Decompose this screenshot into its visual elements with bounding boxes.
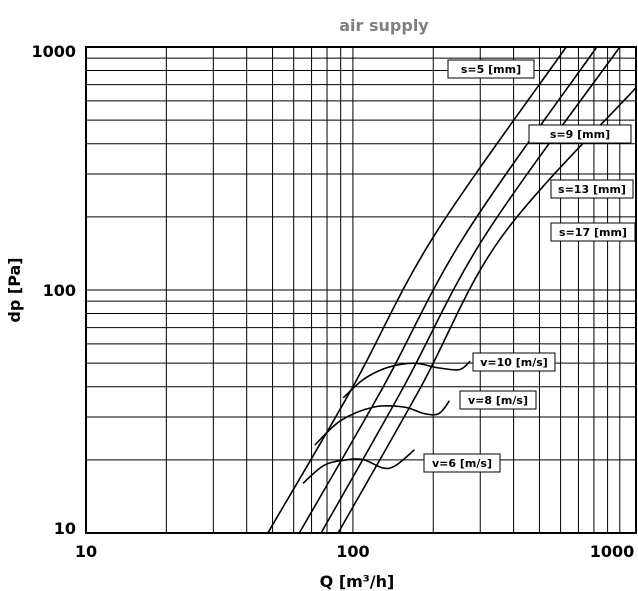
grid <box>85 46 637 534</box>
series-line <box>302 449 415 485</box>
y-tick-label: 1000 <box>31 42 76 61</box>
series-label-box <box>459 390 537 410</box>
series-label-text: s=17 [mm] <box>559 226 627 239</box>
x-axis-label-text: Q [m³/h] <box>320 572 395 591</box>
series-line <box>320 46 621 534</box>
series-label: s=5 [mm] <box>447 59 535 79</box>
x-axis-label: Q [m³/h] <box>320 572 395 591</box>
x-tick-label: 1000 <box>590 542 635 561</box>
series-label: s=9 [mm] <box>528 124 632 144</box>
series-label-text: v=10 [m/s] <box>480 356 548 369</box>
chart-title: air supply <box>339 16 429 35</box>
tick-labels: 10 100 1000 10 100 1000 <box>31 42 634 561</box>
series-label: v=10 [m/s] <box>472 352 556 372</box>
y-tick-label: 10 <box>54 519 76 538</box>
series-label-box <box>528 124 632 144</box>
series-labels: s=5 [mm] s=9 [mm] s=13 [mm] s=17 [mm] v=10 [… <box>423 59 636 473</box>
series-label-box <box>447 59 535 79</box>
series-label-box <box>550 179 634 199</box>
series-label: v=8 [m/s] <box>459 390 537 410</box>
plot-frame <box>85 46 637 534</box>
series-label: v=6 [m/s] <box>423 453 501 473</box>
series-label-text: s=13 [mm] <box>558 183 626 196</box>
series-label-text: s=9 [mm] <box>550 128 610 141</box>
x-tick-label: 100 <box>336 542 369 561</box>
x-tick-label: 10 <box>75 542 97 561</box>
y-axis-label: dp [Pa] <box>5 257 24 322</box>
series-label-text: s=5 [mm] <box>461 63 521 76</box>
series-line <box>314 400 451 446</box>
series-line <box>342 360 471 399</box>
series-label-text: v=8 [m/s] <box>468 394 528 407</box>
series-label-box <box>550 222 636 242</box>
series-label-text: v=6 [m/s] <box>432 457 492 470</box>
series-line <box>267 46 567 534</box>
series-label: s=13 [mm] <box>550 179 634 199</box>
series-label: s=17 [mm] <box>550 222 636 242</box>
series-label-box <box>423 453 501 473</box>
series-label-box <box>472 352 556 372</box>
y-tick-label: 100 <box>43 281 76 300</box>
series-line <box>337 87 637 534</box>
series-group <box>267 46 637 534</box>
